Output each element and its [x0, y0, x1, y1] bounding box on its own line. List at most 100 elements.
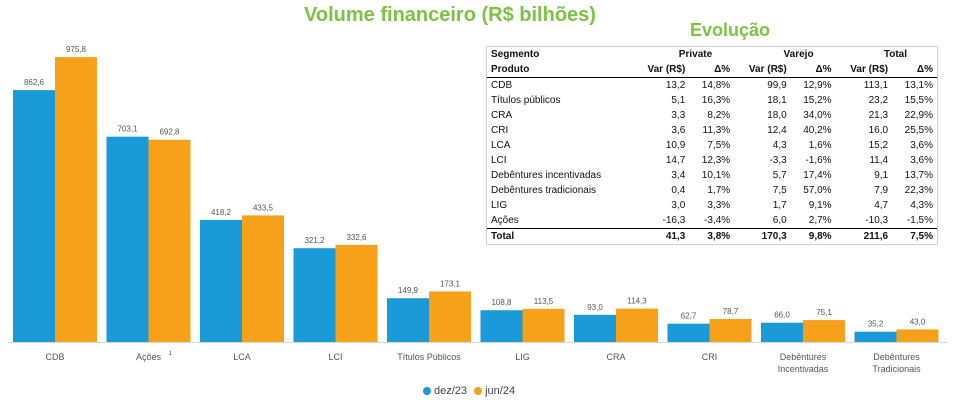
table-cell-value: 16,3%: [701, 95, 731, 106]
table-cell-value: 5,7: [772, 170, 787, 181]
table-cell-product: LIG: [491, 200, 508, 211]
table-cell-value: 211,6: [835, 228, 893, 244]
data-label: 975,8: [66, 45, 87, 54]
header-varejo: Varejo: [783, 49, 814, 60]
table-group-header-row: Segmento Private Varejo Total: [487, 47, 937, 62]
data-label: 692,8: [159, 128, 180, 137]
category-label: Títulos Públicos: [397, 352, 461, 362]
data-label: 113,5: [534, 297, 554, 306]
table-sub-header-row: Produto Var (R$) Δ% Var (R$) Δ% Var (R$)…: [487, 62, 937, 78]
table-cell-value: 57,0%: [803, 185, 832, 196]
bar-dez23-2: [200, 219, 242, 342]
header-varejo-var: Var (R$): [734, 62, 791, 78]
table-cell-product: LCI: [491, 155, 507, 166]
table-row: CRI 3,6 11,3% 12,4 40,2% 16,0 25,5%: [487, 123, 937, 138]
table-row: LCI 14,7 12,3% -3,3 -1,6% 11,4 3,6%: [487, 153, 937, 168]
table-cell-product: LCA: [491, 140, 511, 151]
legend-label-dez23: dez/23: [434, 385, 468, 398]
table-cell-value: 3,3: [671, 110, 686, 121]
table-cell-value: 9,1%: [808, 200, 832, 211]
table-cell-value: 9,1: [874, 170, 889, 181]
header-produto: Produto: [487, 62, 633, 78]
table-cell-value: 12,4: [767, 125, 787, 136]
bar-jun24-9: [896, 329, 939, 342]
table-cell-value: 7,9: [874, 185, 889, 196]
legend: dez/23 jun/24: [423, 385, 515, 397]
table-row: CDB 13,2 14,8% 99,9 12,9% 113,1 13,1%: [487, 78, 937, 94]
table-cell-value: 170,3: [734, 228, 791, 244]
table-cell-value: 4,3: [772, 140, 787, 151]
table-cell-value: 9,8%: [790, 228, 836, 244]
category-label: LCI: [328, 352, 342, 362]
bar-dez23-8: [761, 322, 803, 342]
bar-dez23-4: [387, 298, 429, 342]
table-cell-value: 13,7%: [904, 170, 933, 181]
data-label: 114,3: [627, 297, 647, 306]
legend-swatch-jun24: [474, 387, 483, 396]
table-cell-product: Títulos públicos: [491, 95, 561, 106]
category-label: LCA: [233, 352, 251, 362]
table-cell-value: 6,0: [772, 215, 787, 226]
bar-dez23-5: [480, 310, 523, 342]
category-label: Debêntures: [780, 352, 827, 362]
category-label: Tradicionais: [872, 364, 921, 374]
category-label: CRA: [606, 352, 625, 362]
data-label: 75,1: [816, 308, 832, 317]
table-cell-value: 15,2: [868, 140, 889, 151]
table-cell-value: 4,7: [874, 200, 889, 211]
table-cell-value: 22,3%: [904, 185, 933, 196]
header-private: Private: [678, 49, 713, 60]
table-row: Debêntures tradicionais 0,4 1,7% 7,5 57,0% 7,…: [487, 183, 937, 198]
table-cell-product: CRI: [491, 125, 509, 136]
table-row: Títulos públicos 5,1 16,3% 18,1 15,2% 23,2 15,…: [487, 93, 937, 108]
data-label: 66,0: [774, 311, 790, 320]
table-cell-value: 13,2: [665, 80, 686, 91]
bar-dez23-3: [293, 248, 336, 342]
table-cell-value: 23,2: [868, 95, 889, 106]
table-cell-value: 4,3%: [910, 200, 933, 211]
data-label: 78,7: [723, 307, 739, 316]
table-cell-product: Total: [487, 228, 633, 244]
evolution-table: Segmento Private Varejo Total Produto Va…: [486, 46, 938, 245]
table-cell-value: 7,5: [772, 185, 787, 196]
table-cell-value: 3,3%: [707, 200, 731, 211]
table-cell-value: 14,8%: [701, 80, 731, 91]
table-cell-value: 10,1%: [701, 170, 731, 181]
data-label: 321,2: [304, 236, 325, 245]
table-cell-value: 7,5%: [892, 228, 937, 244]
bar-dez23-7: [667, 323, 710, 342]
bar-jun24-7: [709, 319, 752, 342]
data-label: 108,8: [491, 298, 512, 307]
header-total: Total: [883, 49, 907, 60]
table-cell-value: -1,6%: [805, 155, 832, 166]
table-cell-value: -3,3: [769, 155, 787, 166]
table-cell-value: 7,5%: [707, 140, 731, 151]
table-cell-value: 40,2%: [803, 125, 832, 136]
category-label: LIG: [515, 352, 530, 362]
table-total-row: Total 41,3 3,8% 170,3 9,8% 211,6 7,5%: [487, 228, 937, 244]
table-cell-value: 18,0: [767, 110, 787, 121]
category-label: CDB: [45, 352, 64, 362]
data-label: 35,2: [868, 320, 884, 329]
header-total-var: Var (R$): [835, 62, 893, 78]
data-label: 703,1: [117, 125, 138, 134]
table-cell-product: CRA: [491, 110, 513, 121]
table-cell-value: 1,6%: [808, 140, 832, 151]
table-cell-value: 3,6%: [910, 140, 933, 151]
bar-jun24-0: [55, 57, 97, 342]
category-label: Debêntures: [873, 352, 920, 362]
table-cell-value: 1,7%: [707, 185, 731, 196]
table-cell-value: 99,9: [767, 80, 787, 91]
table-cell-value: 13,1%: [904, 80, 933, 91]
category-footnote: 1: [169, 351, 173, 357]
bar-dez23-6: [574, 314, 616, 342]
table-cell-value: 8,2%: [707, 110, 731, 121]
table-cell-value: 18,1: [767, 95, 787, 106]
table-cell-value: 10,9: [665, 140, 686, 151]
table-cell-value: 3,0: [671, 200, 686, 211]
table-cell-value: 1,7: [772, 200, 787, 211]
bar-jun24-8: [803, 320, 845, 342]
table-cell-value: 12,9%: [803, 80, 832, 91]
table-row: CRA 3,3 8,2% 18,0 34,0% 21,3 22,9%: [487, 108, 937, 123]
